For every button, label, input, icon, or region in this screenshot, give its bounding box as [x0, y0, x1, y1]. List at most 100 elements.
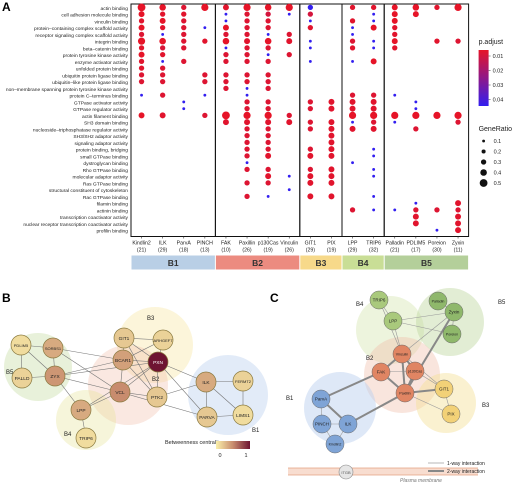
node-label: TRIP6	[373, 298, 386, 303]
dot-3-4	[222, 24, 229, 31]
dot-21-5	[244, 146, 250, 152]
itgb-label: ITGB	[341, 470, 351, 475]
cluster-blob	[416, 373, 476, 433]
dot-0-7	[285, 3, 293, 11]
dot-1-8	[307, 11, 314, 17]
dot-6-2	[181, 45, 187, 51]
cluster-label: B4	[356, 302, 364, 308]
dot-4-7	[286, 31, 292, 38]
dot-31-13	[412, 213, 419, 220]
dot-24-5	[244, 166, 250, 173]
dot-1-0	[138, 11, 145, 18]
dot-14-10	[349, 98, 356, 105]
column-name: GIT1	[305, 241, 317, 247]
padjust-tick-label: 0.03	[493, 83, 504, 89]
dot-5-10	[349, 38, 356, 44]
node-vinculin	[392, 344, 412, 364]
dot-29-15	[455, 200, 462, 207]
one-way-edge	[392, 311, 455, 322]
dot-33-15	[455, 227, 462, 234]
dot-21-6	[265, 146, 271, 152]
generatio-legend-dot	[481, 149, 486, 154]
panel-c-label: C	[270, 291, 279, 305]
dot-28-6	[266, 194, 270, 198]
node-label: SORBS1	[45, 346, 62, 351]
membrane-label: Plasma membrane	[400, 478, 442, 484]
group-band-B5	[384, 255, 469, 270]
dot-10-1	[159, 72, 166, 78]
column-name: FAK	[221, 241, 231, 247]
dot-13-11	[370, 92, 377, 98]
dot-8-4	[223, 58, 229, 65]
term-label: SH3/SH2 adaptor activity	[73, 134, 128, 140]
dot-28-9	[328, 193, 335, 200]
dot-6-0	[138, 45, 145, 51]
dot-25-7	[287, 174, 291, 178]
node-label: LPP	[389, 319, 398, 324]
dot-2-5	[244, 18, 250, 24]
term-label: Rac GTPase binding	[83, 195, 128, 201]
column-count: (21)	[137, 248, 146, 254]
dot-32-13	[412, 220, 419, 227]
dot-0-8	[307, 4, 314, 11]
cluster-label: B3	[482, 403, 490, 409]
dot-0-14	[434, 4, 440, 11]
node-git1	[113, 327, 135, 349]
term-label: Rho GTPase binding	[83, 168, 129, 174]
node-ilk	[338, 414, 358, 434]
dot-18-5	[244, 126, 250, 132]
dot-6-11	[372, 46, 376, 50]
generatio-tick-label: 0.3	[494, 160, 502, 166]
node-label: PIX	[447, 412, 454, 417]
node-lpp	[70, 399, 92, 421]
group-band-B4	[342, 255, 384, 270]
node-label: Paxillin	[399, 392, 410, 396]
dot-27-7	[287, 188, 291, 192]
dot-5-12	[391, 38, 398, 45]
generatio-legend-dot	[479, 179, 488, 187]
column-name: ILK	[159, 241, 167, 247]
dot-19-9	[328, 132, 335, 139]
term-label: enzyme activator activity	[75, 60, 129, 66]
dot-11-0	[138, 78, 145, 85]
node-label: PTK2	[151, 395, 163, 401]
node-label: PARVA	[199, 415, 215, 421]
dot-21-9	[328, 146, 335, 153]
dot-32-15	[455, 220, 462, 227]
dot-17-15	[455, 119, 461, 125]
dot-20-9	[328, 139, 335, 146]
dot-3-8	[307, 24, 314, 31]
node-label: LIMS1	[236, 413, 250, 419]
term-label: cell adhesion molecule binding	[61, 13, 128, 19]
dot-7-0	[138, 51, 145, 58]
padjust-tick-label: 0.02	[493, 69, 504, 75]
node-label: PXN	[153, 360, 163, 366]
dot-1-6	[265, 11, 271, 17]
dot-23-10	[351, 161, 354, 165]
dot-17-7	[286, 119, 293, 126]
dot-3-10	[351, 26, 354, 30]
dot-30-10	[349, 207, 356, 213]
dot-1-13	[412, 11, 419, 18]
group-band-B1	[131, 255, 215, 270]
dot-2-12	[391, 17, 398, 24]
dot-0-2	[181, 4, 187, 11]
dot-14-9	[328, 98, 335, 105]
column-count: (32)	[369, 248, 378, 254]
dot-25-11	[372, 174, 376, 178]
dot-28-5	[244, 193, 250, 200]
dot-31-15	[455, 213, 462, 220]
dot-11-1	[159, 78, 166, 85]
dot-15-9	[328, 105, 335, 112]
node-label: ILK	[345, 422, 352, 427]
dot-8-0	[138, 58, 145, 65]
network-edge	[54, 361, 159, 377]
dot-4-4	[223, 31, 229, 38]
network-edge	[54, 375, 121, 393]
dot-4-10	[351, 32, 354, 36]
dot-7-5	[244, 51, 250, 58]
term-label: molecular adaptor activity	[73, 175, 129, 181]
one-way-edge	[401, 311, 455, 355]
column-count: (10)	[221, 248, 230, 254]
dot-6-1	[159, 45, 166, 51]
